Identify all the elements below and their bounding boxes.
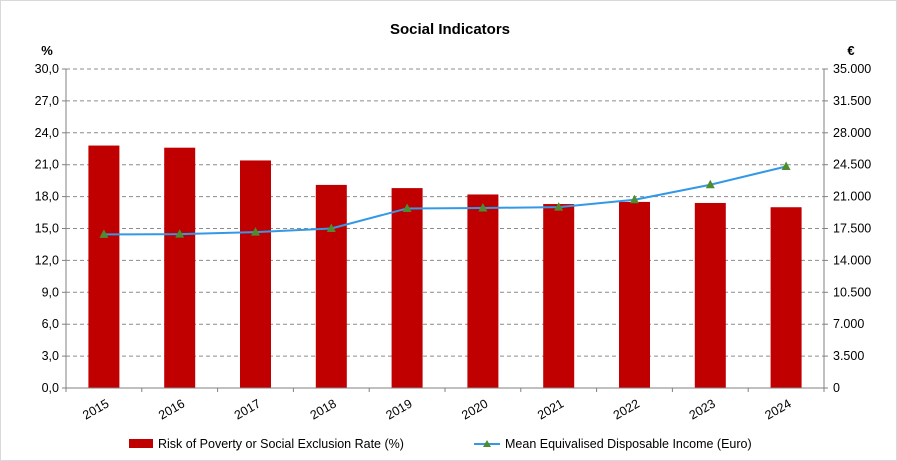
x-tick-label: 2022 [611, 396, 642, 422]
right-tick-label: 3.500 [833, 349, 864, 363]
left-tick-label: 9,0 [42, 285, 59, 299]
right-tick-label: 17.500 [833, 222, 871, 236]
axes [62, 68, 828, 392]
right-tick-label: 7.000 [833, 317, 864, 331]
x-tick-label: 2021 [535, 396, 566, 422]
bar [315, 184, 347, 388]
left-tick-label: 30,0 [35, 62, 59, 76]
left-tick-label: 12,0 [35, 253, 59, 267]
left-tick-label: 18,0 [35, 190, 59, 204]
right-tick-label: 14.000 [833, 253, 871, 267]
bar [240, 160, 271, 388]
x-tick-label: 2015 [80, 396, 111, 422]
legend-bar-label: Risk of Poverty or Social Exclusion Rate… [158, 437, 404, 451]
legend-bar-swatch [129, 439, 153, 448]
line-marker [402, 203, 412, 212]
legend: Risk of Poverty or Social Exclusion Rate… [129, 437, 752, 451]
right-tick-label: 21.000 [833, 190, 871, 204]
left-tick-label: 15,0 [35, 222, 59, 236]
right-tick-label: 28.000 [833, 126, 871, 140]
line-marker [99, 229, 109, 238]
x-tick-label: 2020 [459, 396, 490, 422]
x-tick-label: 2024 [763, 396, 794, 422]
bar [391, 188, 423, 388]
income-line [103, 165, 787, 236]
bar [694, 202, 726, 388]
left-tick-label: 27,0 [35, 94, 59, 108]
bar [88, 145, 120, 388]
left-tick-label: 24,0 [35, 126, 59, 140]
chart-title: Social Indicators [390, 21, 510, 38]
x-tick-label: 2019 [384, 396, 415, 422]
left-axis-unit: % [41, 43, 53, 58]
right-axis-unit: € [847, 43, 854, 58]
x-tick-label: 2018 [308, 396, 339, 422]
line-series [99, 161, 791, 238]
left-tick-label: 6,0 [42, 317, 59, 331]
line-marker [781, 161, 791, 171]
line-marker [326, 223, 336, 232]
legend-line-marker [483, 440, 491, 447]
right-tick-label: 0 [833, 381, 840, 395]
left-tick-label: 3,0 [42, 349, 59, 363]
line-marker [630, 194, 639, 204]
line-marker [175, 229, 185, 238]
x-axis-ticks: 2015 2016 2017 2018 2019 2020 2021 2022 2023 2024 [80, 396, 793, 422]
right-tick-label: 31.500 [833, 94, 871, 108]
line-marker [478, 202, 488, 212]
x-tick-label: 2017 [232, 396, 263, 422]
bar [770, 207, 802, 388]
bar [467, 194, 499, 388]
line-marker [251, 227, 260, 236]
left-axis-ticks: 0,0 3,0 6,0 9,0 12,0 15,0 18,0 21,0 24,0 27,0 30,0 [35, 62, 59, 395]
left-tick-label: 0,0 [42, 381, 59, 395]
bar-series [88, 145, 802, 388]
right-axis-ticks: 0 3.500 7.000 10.500 14.000 17.500 21.000 24.50… [833, 62, 871, 395]
right-tick-label: 10.500 [833, 285, 871, 299]
line-marker [554, 202, 564, 211]
right-tick-label: 35.000 [833, 62, 871, 76]
x-tick-label: 2023 [687, 396, 718, 422]
left-tick-label: 21,0 [35, 158, 59, 172]
legend-line-label: Mean Equivalised Disposable Income (Euro… [505, 437, 752, 451]
line-marker [705, 179, 715, 189]
bar [164, 147, 196, 388]
right-tick-label: 24.500 [833, 158, 871, 172]
bar [619, 201, 650, 388]
x-tick-label: 2016 [156, 396, 187, 422]
bar [543, 204, 575, 388]
